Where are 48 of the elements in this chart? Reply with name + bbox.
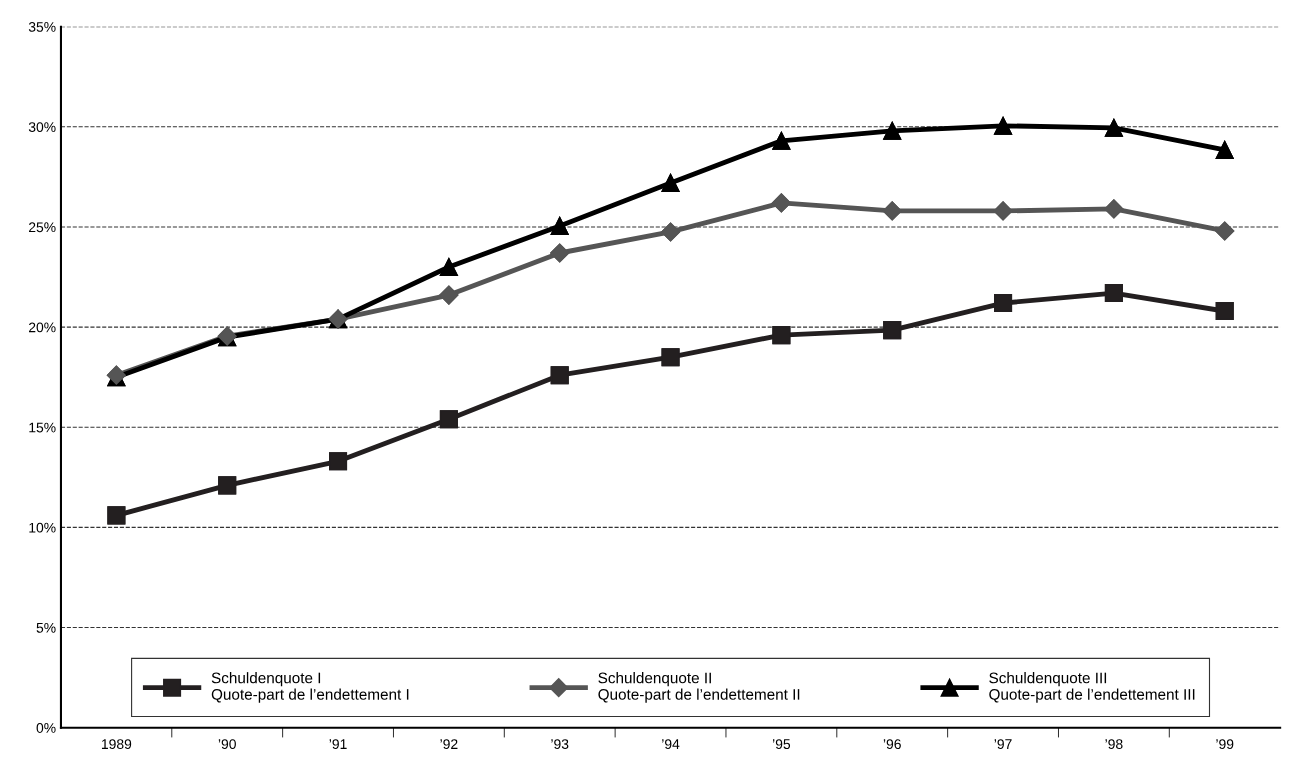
point xyxy=(550,216,569,235)
x-tick-label: ’96 xyxy=(883,739,901,750)
y-tick-label: 15% xyxy=(29,422,56,433)
point xyxy=(993,201,1013,221)
point xyxy=(661,348,680,367)
point xyxy=(883,321,902,340)
point xyxy=(439,257,458,277)
point xyxy=(439,285,459,305)
x-tick-label: 1989 xyxy=(101,739,132,750)
point xyxy=(1215,221,1235,241)
legend-label: Schuldenquote II Quote-part de l’endettement II xyxy=(598,672,800,703)
point xyxy=(661,222,681,242)
point xyxy=(883,121,902,140)
x-tick-label: ’93 xyxy=(551,739,569,750)
point xyxy=(107,506,126,525)
x-tick-label: ’97 xyxy=(994,739,1012,750)
point xyxy=(994,116,1013,135)
point xyxy=(1104,199,1124,219)
point xyxy=(882,201,902,221)
point xyxy=(218,476,237,495)
y-tick-label: 25% xyxy=(29,222,56,233)
point xyxy=(439,410,458,429)
x-tick-label: ’99 xyxy=(1216,739,1234,750)
y-tick-label: 10% xyxy=(29,522,56,533)
point xyxy=(1104,284,1123,303)
point xyxy=(550,243,570,263)
x-tick-label: ’90 xyxy=(218,739,236,750)
point xyxy=(1215,302,1234,321)
y-tick-label: 35% xyxy=(28,22,56,32)
legend-label: Schuldenquote III Quote-part de l’endettement III xyxy=(989,672,1195,703)
y-tick-label: 0% xyxy=(36,723,56,733)
y-tick-label: 5% xyxy=(36,622,56,633)
point xyxy=(772,131,791,150)
point xyxy=(1215,140,1234,159)
point xyxy=(772,326,791,345)
x-tick-label: ’98 xyxy=(1105,739,1123,750)
x-tick-label: ’92 xyxy=(440,739,458,750)
point xyxy=(550,366,569,385)
y-tick-label: 30% xyxy=(28,122,56,132)
x-tick-label: ’94 xyxy=(662,739,680,750)
point xyxy=(1104,118,1123,137)
x-tick-label: ’91 xyxy=(329,739,347,750)
point xyxy=(771,193,791,213)
point xyxy=(661,173,680,192)
x-tick-label: ’95 xyxy=(772,739,791,750)
y-tick-label: 20% xyxy=(29,322,56,333)
point xyxy=(329,452,348,471)
legend-label: Schuldenquote I Quote-part de l’endettement I xyxy=(211,672,409,703)
